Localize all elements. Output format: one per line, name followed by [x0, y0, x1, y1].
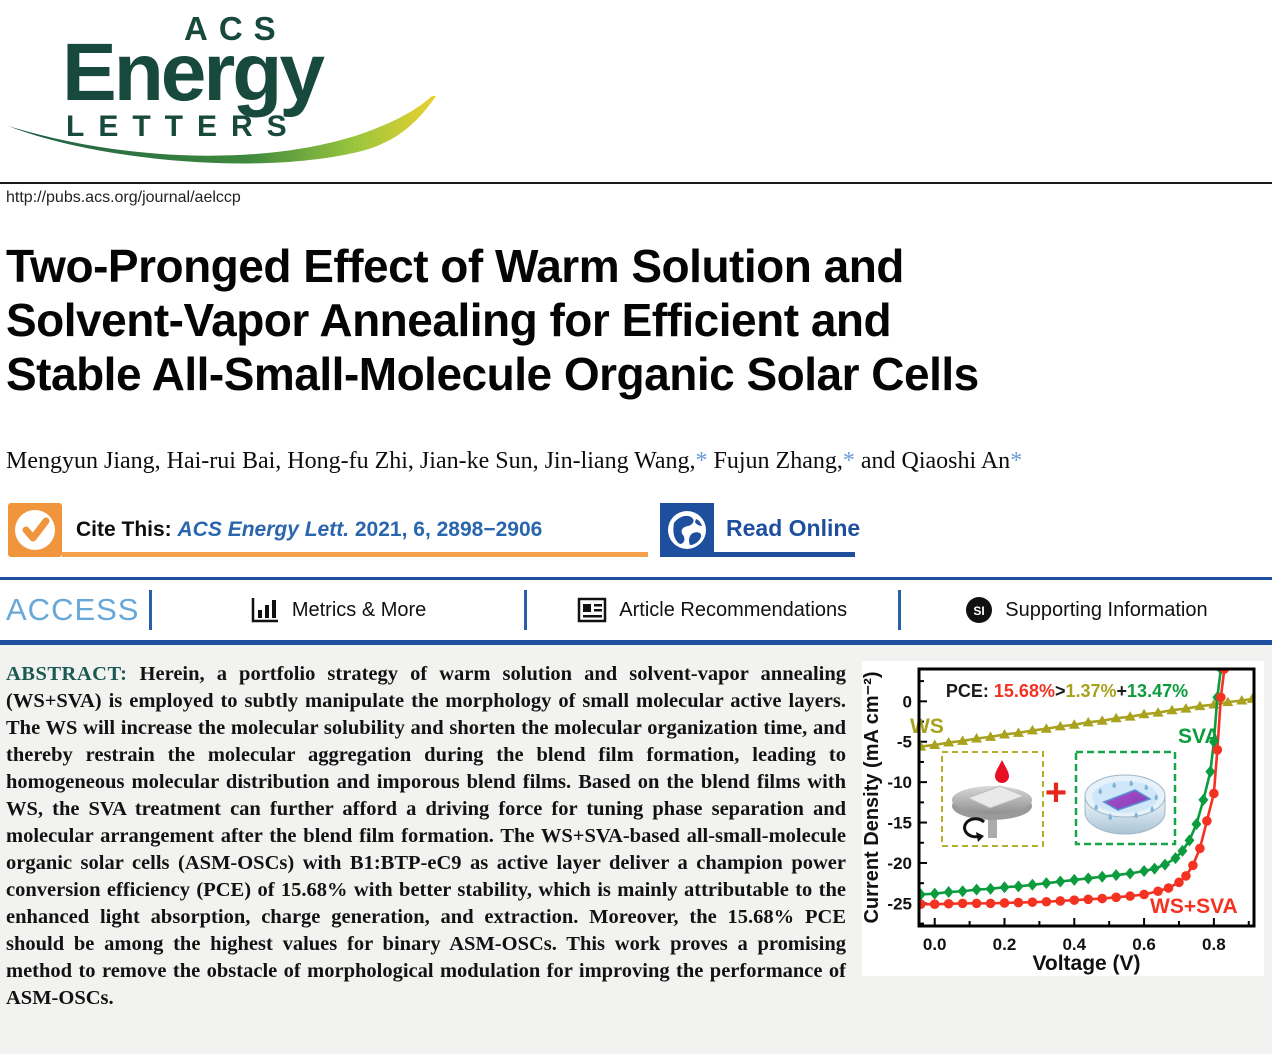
- si-circle-icon: SI: [966, 597, 993, 623]
- cite-reference: 2021, 6, 2898−2906: [349, 518, 543, 541]
- abstract-body: Herein, a portfolio strategy of warm sol…: [6, 663, 847, 1009]
- svg-text:0: 0: [903, 692, 912, 711]
- article-icon: [578, 597, 607, 623]
- metrics-and-more-link[interactable]: Metrics & More: [152, 596, 523, 624]
- svg-text:-25: -25: [887, 894, 912, 913]
- cite-label: Cite This:: [76, 518, 172, 541]
- bar-chart-icon: [251, 598, 278, 623]
- jv-curve-figure: 0.0 0.2 0.4 0.6 0.8 0 -5 -10 -15 -20 -25 Voltage (V…: [861, 661, 1264, 976]
- svg-text:Current Density (mA cm⁻²): Current Density (mA cm⁻²): [862, 671, 883, 923]
- access-item-label: Metrics & More: [291, 598, 427, 621]
- author-names: Fujun Zhang,: [707, 448, 843, 474]
- cite-underline: [62, 552, 648, 557]
- author-names: Mengyun Jiang, Hai-rui Bai, Hong-fu Zhi,…: [6, 448, 696, 474]
- access-bar: ACCESS Metrics & More Article Recommenda…: [0, 577, 1272, 645]
- read-online-underline: [714, 552, 855, 557]
- author-list: Mengyun Jiang, Hai-rui Bai, Hong-fu Zhi,…: [6, 448, 1268, 475]
- logo-acs-text: ACS: [184, 10, 287, 47]
- plus-sign: +: [1044, 772, 1068, 814]
- corresponding-author-asterisk[interactable]: *: [842, 448, 855, 474]
- author-names: and Qiaoshi An: [854, 448, 1011, 474]
- abstract-paragraph: ABSTRACT: Herein, a portfolio strategy o…: [6, 661, 1264, 1012]
- logo-swoosh-icon: [8, 96, 436, 164]
- globe-icon[interactable]: [660, 503, 714, 557]
- svg-text:SVA: SVA: [1178, 725, 1220, 748]
- jv-chart: 0.0 0.2 0.4 0.6 0.8 0 -5 -10 -15 -20 -25 Voltage (V…: [861, 667, 1256, 975]
- svg-text:-20: -20: [887, 854, 912, 873]
- access-item-label: Supporting Information: [1005, 598, 1208, 621]
- access-item-label: Article Recommendations: [619, 598, 848, 621]
- petri-dish-inset-icon: [1074, 750, 1177, 846]
- journal-url-link[interactable]: http://pubs.acs.org/journal/aelccp: [6, 189, 241, 206]
- svg-text:WS: WS: [910, 715, 944, 738]
- cite-journal: ACS Energy Lett.: [177, 518, 350, 541]
- svg-text:0.8: 0.8: [1202, 935, 1226, 954]
- cite-this-link[interactable]: Cite This: ACS Energy Lett. 2021, 6, 289…: [76, 518, 542, 542]
- svg-text:0.4: 0.4: [1062, 935, 1086, 954]
- article-title: Two-Pronged Effect of Warm Solution and …: [6, 240, 979, 400]
- svg-text:0.6: 0.6: [1132, 935, 1156, 954]
- separator: [897, 590, 901, 630]
- access-link[interactable]: ACCESS: [6, 592, 140, 627]
- supporting-information-link[interactable]: SI Supporting Information: [901, 596, 1272, 624]
- svg-text:-5: -5: [897, 733, 912, 752]
- svg-text:0.0: 0.0: [923, 935, 947, 954]
- separator: [523, 590, 527, 630]
- acs-energy-letters-logo[interactable]: ACS Energy LETTERS: [8, 8, 436, 178]
- logo-energy-text: Energy: [62, 27, 325, 118]
- abstract-label: ABSTRACT:: [6, 663, 128, 685]
- cite-check-icon: [8, 503, 62, 557]
- spin-coating-inset-icon: [941, 751, 1044, 847]
- header-divider: [0, 182, 1272, 184]
- svg-text:PCE: 15.68%>1.37%+13.47%: PCE: 15.68%>1.37%+13.47%: [946, 681, 1188, 701]
- abstract-section: 0.0 0.2 0.4 0.6 0.8 0 -5 -10 -15 -20 -25 Voltage (V…: [0, 645, 1272, 1054]
- corresponding-author-asterisk[interactable]: *: [1010, 448, 1023, 474]
- svg-text:-15: -15: [887, 814, 912, 833]
- svg-text:-10: -10: [887, 773, 912, 792]
- separator: [149, 590, 153, 630]
- article-recommendations-link[interactable]: Article Recommendations: [527, 596, 898, 624]
- svg-text:SI: SI: [974, 604, 985, 618]
- corresponding-author-asterisk[interactable]: *: [695, 448, 708, 474]
- svg-text:0.2: 0.2: [993, 935, 1017, 954]
- read-online-button[interactable]: Read Online: [726, 515, 861, 541]
- svg-text:Voltage (V): Voltage (V): [1032, 952, 1140, 975]
- svg-text:WS+SVA: WS+SVA: [1150, 895, 1238, 918]
- logo-letters-text: LETTERS: [66, 110, 301, 143]
